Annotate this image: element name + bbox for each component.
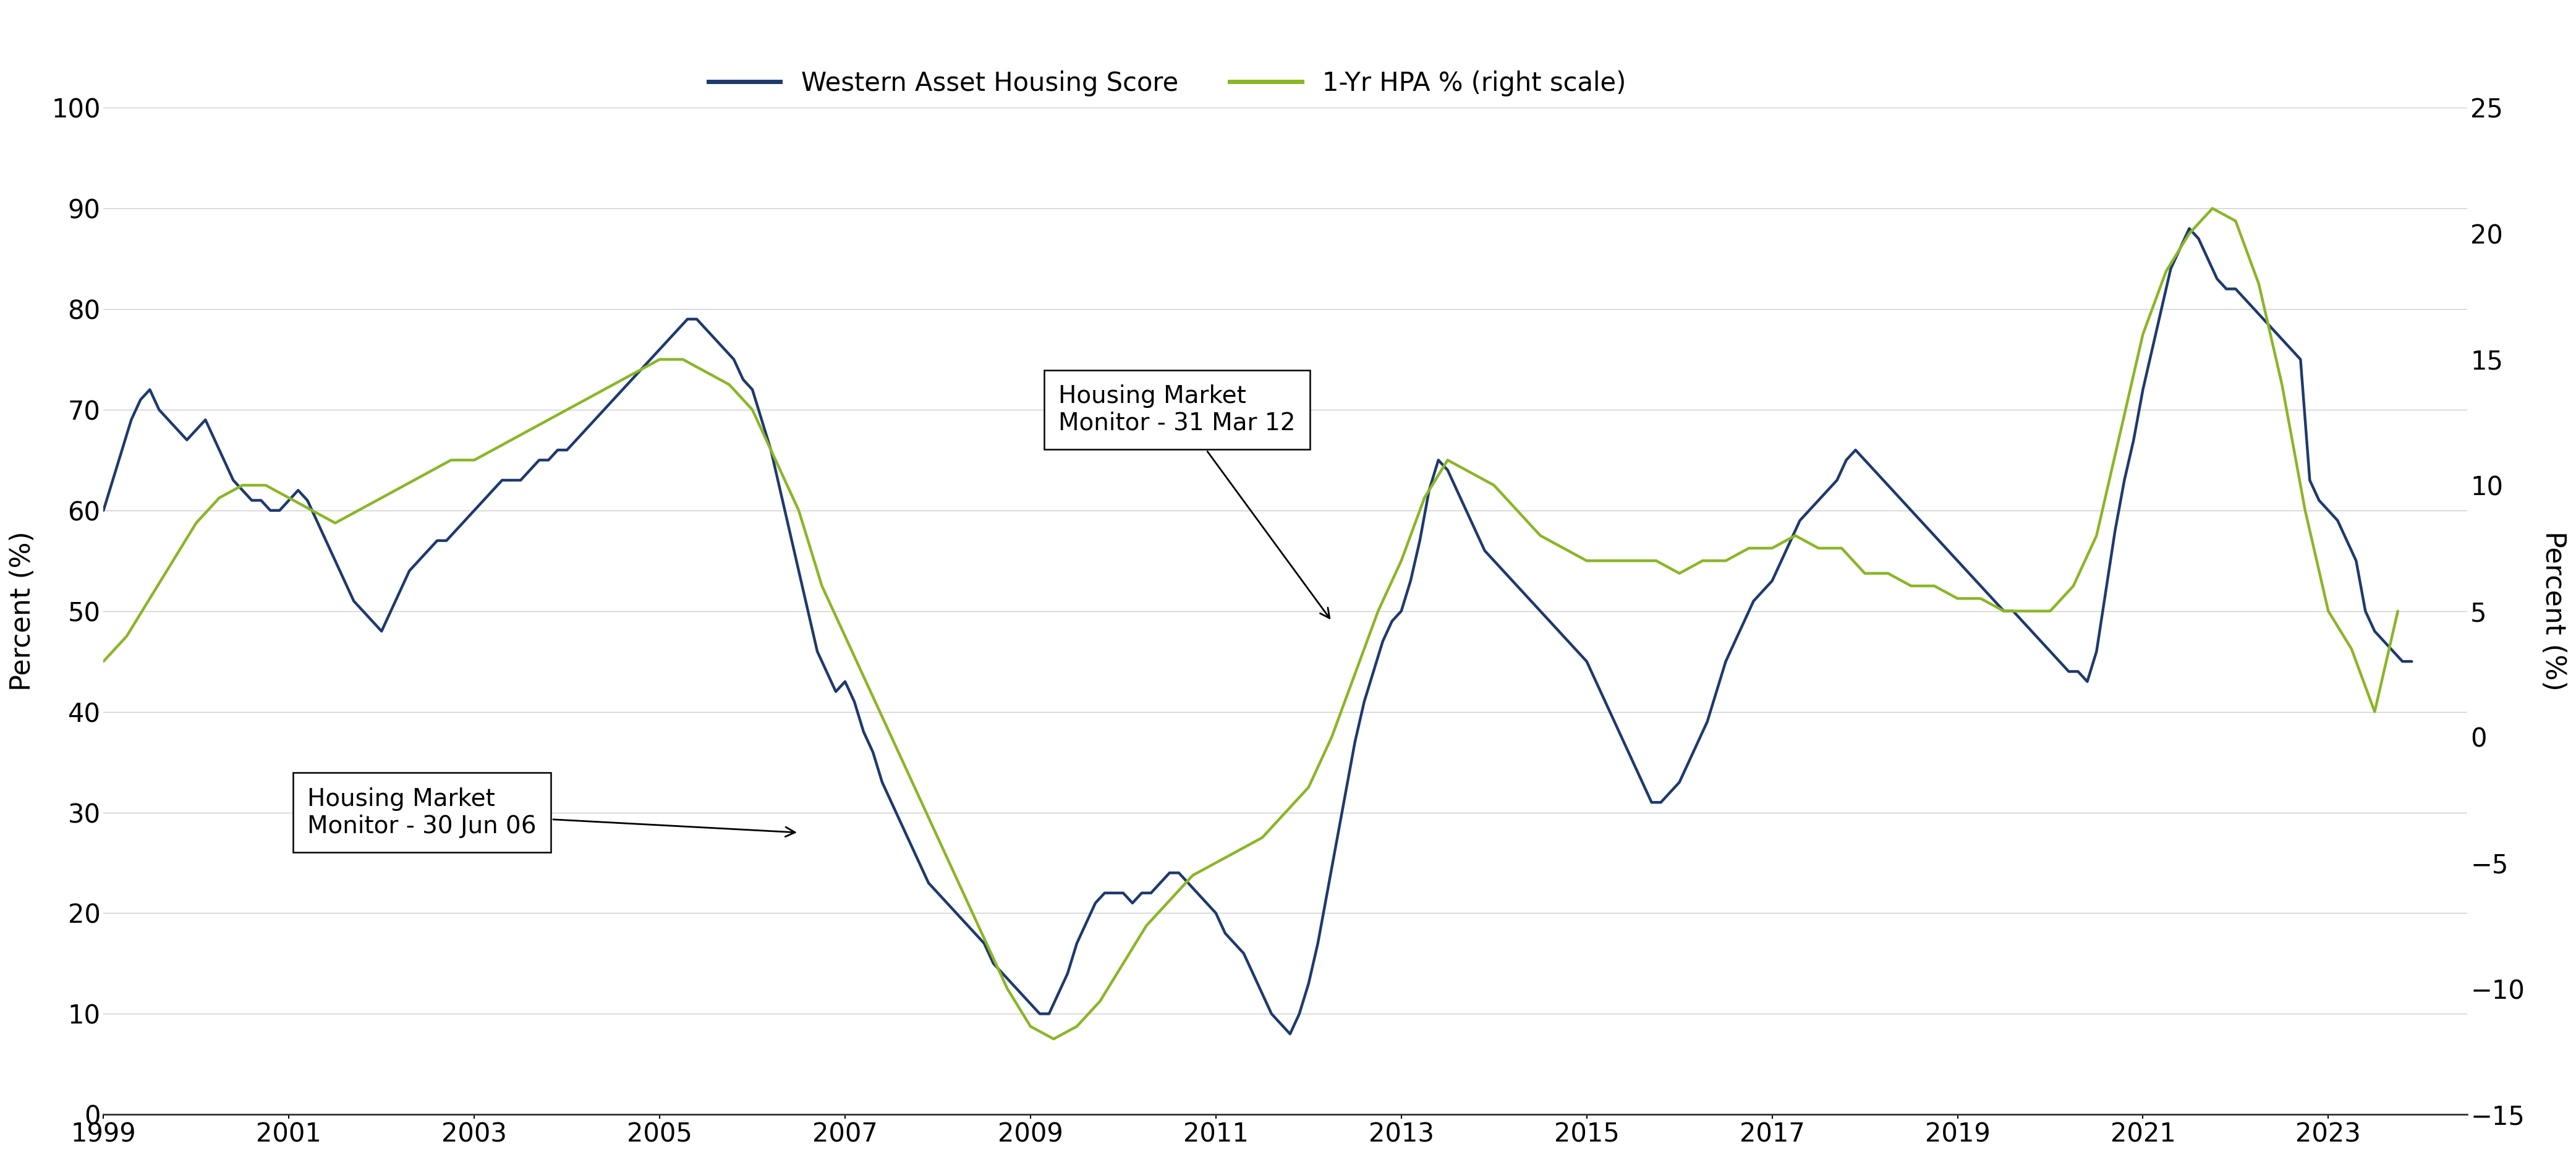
Y-axis label: Percent (%): Percent (%) <box>10 531 36 691</box>
Text: Housing Market
Monitor - 31 Mar 12: Housing Market Monitor - 31 Mar 12 <box>1059 384 1329 618</box>
Text: Housing Market
Monitor - 30 Jun 06: Housing Market Monitor - 30 Jun 06 <box>307 787 796 838</box>
Legend: Western Asset Housing Score, 1-Yr HPA % (right scale): Western Asset Housing Score, 1-Yr HPA % … <box>698 60 1636 106</box>
Y-axis label: Percent (%): Percent (%) <box>2540 531 2566 691</box>
